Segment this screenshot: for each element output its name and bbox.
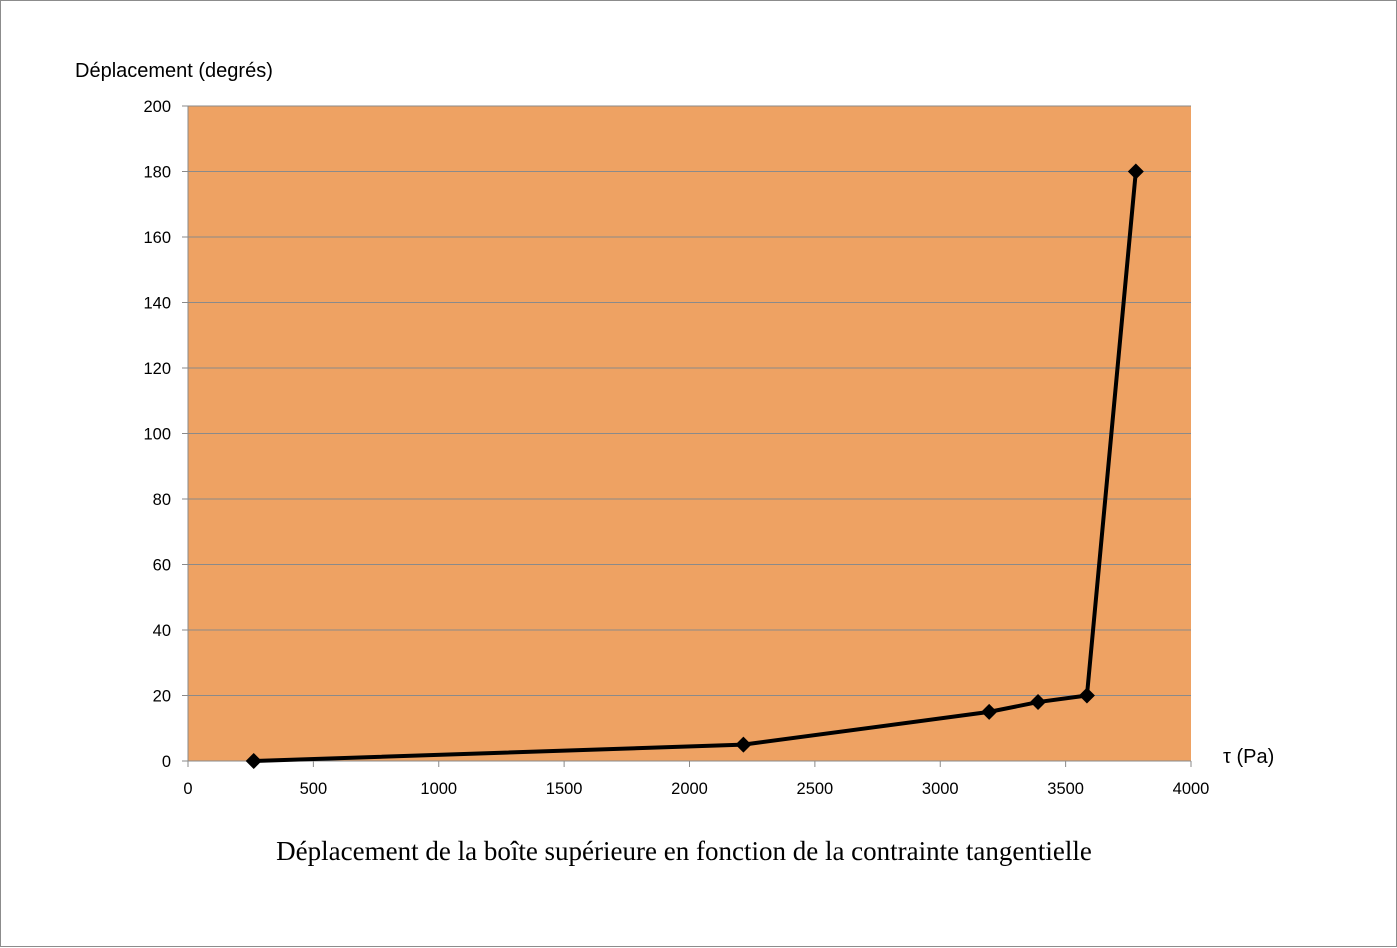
y-tick-label: 0 bbox=[162, 753, 171, 771]
y-tick-label: 160 bbox=[143, 229, 171, 247]
x-tick-label: 1000 bbox=[420, 780, 457, 798]
data-point-marker bbox=[1078, 687, 1095, 704]
y-tick-label: 200 bbox=[143, 98, 171, 116]
x-tick-label: 4000 bbox=[1173, 780, 1210, 798]
series-line bbox=[253, 171, 1138, 763]
x-tick-label: 2000 bbox=[671, 780, 708, 798]
y-tick-label: 60 bbox=[153, 557, 171, 575]
y-tick-label: 20 bbox=[153, 688, 171, 706]
gridlines bbox=[182, 105, 1191, 762]
x-tick-label: 2500 bbox=[797, 780, 834, 798]
x-tick-label: 0 bbox=[183, 780, 192, 798]
y-axis-title: Déplacement (degrés) bbox=[75, 60, 273, 82]
data-point-marker bbox=[735, 736, 752, 753]
x-tick-label: 3000 bbox=[922, 780, 959, 798]
data-point-marker bbox=[245, 753, 262, 769]
x-tick-label: 500 bbox=[300, 780, 328, 798]
series bbox=[245, 163, 1144, 769]
data-point-marker bbox=[1030, 694, 1047, 711]
x-axis-title: τ (Pa) bbox=[1223, 746, 1274, 768]
y-tick-label: 100 bbox=[143, 426, 171, 444]
data-point-marker bbox=[1127, 163, 1144, 180]
y-tick-label: 140 bbox=[143, 295, 171, 313]
x-tick-label: 3500 bbox=[1047, 780, 1084, 798]
x-tick-label: 1500 bbox=[546, 780, 583, 798]
data-point-marker bbox=[981, 703, 998, 720]
y-tick-label: 120 bbox=[143, 360, 171, 378]
chart-title: Déplacement de la boîte supérieure en fo… bbox=[276, 836, 1092, 866]
axes bbox=[187, 106, 1192, 767]
y-tick-label: 180 bbox=[143, 164, 171, 182]
y-tick-label: 80 bbox=[153, 491, 171, 509]
y-tick-label: 40 bbox=[153, 622, 171, 640]
